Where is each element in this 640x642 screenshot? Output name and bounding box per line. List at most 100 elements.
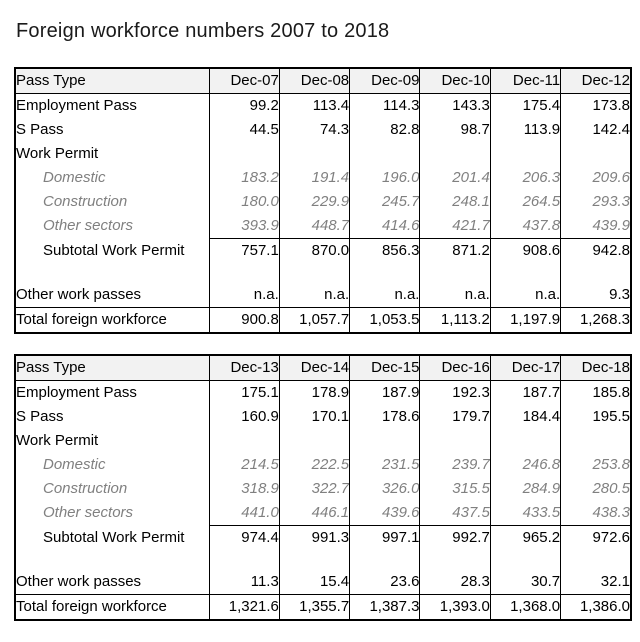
workforce-table-2013-2018: Pass Type Dec-13 Dec-14 Dec-15 Dec-16 Dec-17 D… xyxy=(14,354,632,621)
value-cell: 30.7 xyxy=(489,570,561,595)
value-cell: 1,197.9 xyxy=(489,307,561,333)
column-header: Dec-12 xyxy=(560,68,631,94)
table-row: S Pass 44.5 74.3 82.8 98.7 113.9 142.4 xyxy=(15,118,631,142)
table-row xyxy=(15,263,631,283)
column-header: Dec-17 xyxy=(489,355,561,381)
row-label: Other work passes xyxy=(16,286,142,303)
column-header: Dec-08 xyxy=(278,68,350,94)
value-cell: 28.3 xyxy=(419,570,491,595)
value-cell: 184.4 xyxy=(489,405,561,429)
row-label: Work Permit xyxy=(16,145,99,162)
value-cell: 439.9 xyxy=(560,214,631,239)
row-label xyxy=(15,550,209,570)
value-cell: 206.3 xyxy=(489,166,561,190)
value-cell: 113.9 xyxy=(489,118,561,142)
table-row: Work Permit xyxy=(15,142,631,166)
column-header: Pass Type xyxy=(15,68,209,94)
value-cell: 438.3 xyxy=(560,501,631,526)
value-cell: 229.9 xyxy=(278,190,350,214)
table-row: S Pass 160.9 170.1 178.6 179.7 184.4 195.5 xyxy=(15,405,631,429)
table-row: Construction 318.9 322.7 326.0 315.5 284.9 280… xyxy=(15,477,631,501)
value-cell: 900.8 xyxy=(208,307,280,333)
row-label: Subtotal Work Permit xyxy=(15,526,209,551)
value-cell: 179.7 xyxy=(419,405,491,429)
value-cell xyxy=(560,142,631,166)
column-header: Dec-11 xyxy=(489,68,561,94)
value-cell xyxy=(419,429,491,453)
row-label: Work Permit xyxy=(16,432,99,449)
value-cell xyxy=(560,429,631,453)
value-cell xyxy=(419,142,491,166)
table-row: Subtotal Work Permit 974.4 991.3 997.1 992.7… xyxy=(15,525,631,551)
value-cell xyxy=(349,429,420,453)
value-cell: 326.0 xyxy=(349,477,420,501)
table-row: Other sectors 441.0 446.1 439.6 437.5 433.5 43… xyxy=(15,501,631,526)
table-row: Domestic 214.5 222.5 231.5 239.7 246.8 253.8 xyxy=(15,453,631,477)
table-row: Total foreign workforce 900.8 1,057.7 1,053… xyxy=(15,307,631,333)
row-label: S Pass xyxy=(16,408,64,425)
row-label: Employment Pass xyxy=(16,97,137,114)
value-cell: 315.5 xyxy=(419,477,491,501)
row-label: Total foreign workforce xyxy=(15,307,209,333)
value-cell: 264.5 xyxy=(489,190,561,214)
value-cell: 178.6 xyxy=(349,405,420,429)
value-cell: 23.6 xyxy=(349,570,420,595)
value-cell: n.a. xyxy=(419,283,491,308)
value-cell: 44.5 xyxy=(208,118,280,142)
value-cell: 908.6 xyxy=(489,238,561,263)
value-cell xyxy=(349,550,420,570)
page: Foreign workforce numbers 2007 to 2018 P… xyxy=(14,20,632,621)
value-cell: 9.3 xyxy=(560,283,631,308)
row-label: Domestic xyxy=(43,456,106,473)
value-cell: 185.8 xyxy=(560,380,631,405)
value-cell xyxy=(278,142,350,166)
value-cell xyxy=(278,429,350,453)
value-cell xyxy=(208,142,280,166)
value-cell: 187.7 xyxy=(489,380,561,405)
value-cell: 160.9 xyxy=(208,405,280,429)
table-row: Construction 180.0 229.9 245.7 248.1 264.5 293… xyxy=(15,190,631,214)
row-label: Domestic xyxy=(43,169,106,186)
value-cell: 209.6 xyxy=(560,166,631,190)
table-row: Domestic 183.2 191.4 196.0 201.4 206.3 209.6 xyxy=(15,166,631,190)
value-cell: 143.3 xyxy=(419,93,491,118)
value-cell: 98.7 xyxy=(419,118,491,142)
value-cell: n.a. xyxy=(278,283,350,308)
value-cell: 433.5 xyxy=(489,501,561,526)
value-cell: 974.4 xyxy=(208,525,280,550)
row-label xyxy=(15,263,209,283)
value-cell: 414.6 xyxy=(349,214,420,239)
value-cell: 437.8 xyxy=(489,214,561,239)
value-cell: 1,053.5 xyxy=(349,307,420,333)
value-cell: 82.8 xyxy=(349,118,420,142)
column-header: Dec-13 xyxy=(208,355,280,381)
value-cell xyxy=(489,263,561,283)
value-cell: 180.0 xyxy=(208,190,280,214)
value-cell: 15.4 xyxy=(278,570,350,595)
value-cell: 114.3 xyxy=(349,93,420,118)
row-label: Construction xyxy=(43,193,128,210)
row-label: S Pass xyxy=(16,121,64,138)
value-cell: 173.8 xyxy=(560,93,631,118)
value-cell: 972.6 xyxy=(560,525,631,550)
value-cell: 253.8 xyxy=(560,453,631,477)
value-cell xyxy=(489,550,561,570)
value-cell: 1,057.7 xyxy=(278,307,350,333)
header-row: Pass Type Dec-13 Dec-14 Dec-15 Dec-16 Dec-17 D… xyxy=(15,355,631,381)
value-cell: 991.3 xyxy=(278,525,350,550)
value-cell: 1,368.0 xyxy=(489,594,561,620)
value-cell: n.a. xyxy=(208,283,280,308)
value-cell: 32.1 xyxy=(560,570,631,595)
value-cell: 1,387.3 xyxy=(349,594,420,620)
value-cell: 318.9 xyxy=(208,477,280,501)
value-cell: 246.8 xyxy=(489,453,561,477)
value-cell: 191.4 xyxy=(278,166,350,190)
value-cell: 245.7 xyxy=(349,190,420,214)
value-cell: 201.4 xyxy=(419,166,491,190)
value-cell xyxy=(560,263,631,283)
value-cell: 1,393.0 xyxy=(419,594,491,620)
value-cell: 187.9 xyxy=(349,380,420,405)
value-cell: n.a. xyxy=(349,283,420,308)
value-cell: 997.1 xyxy=(349,525,420,550)
column-header: Pass Type xyxy=(15,355,209,381)
